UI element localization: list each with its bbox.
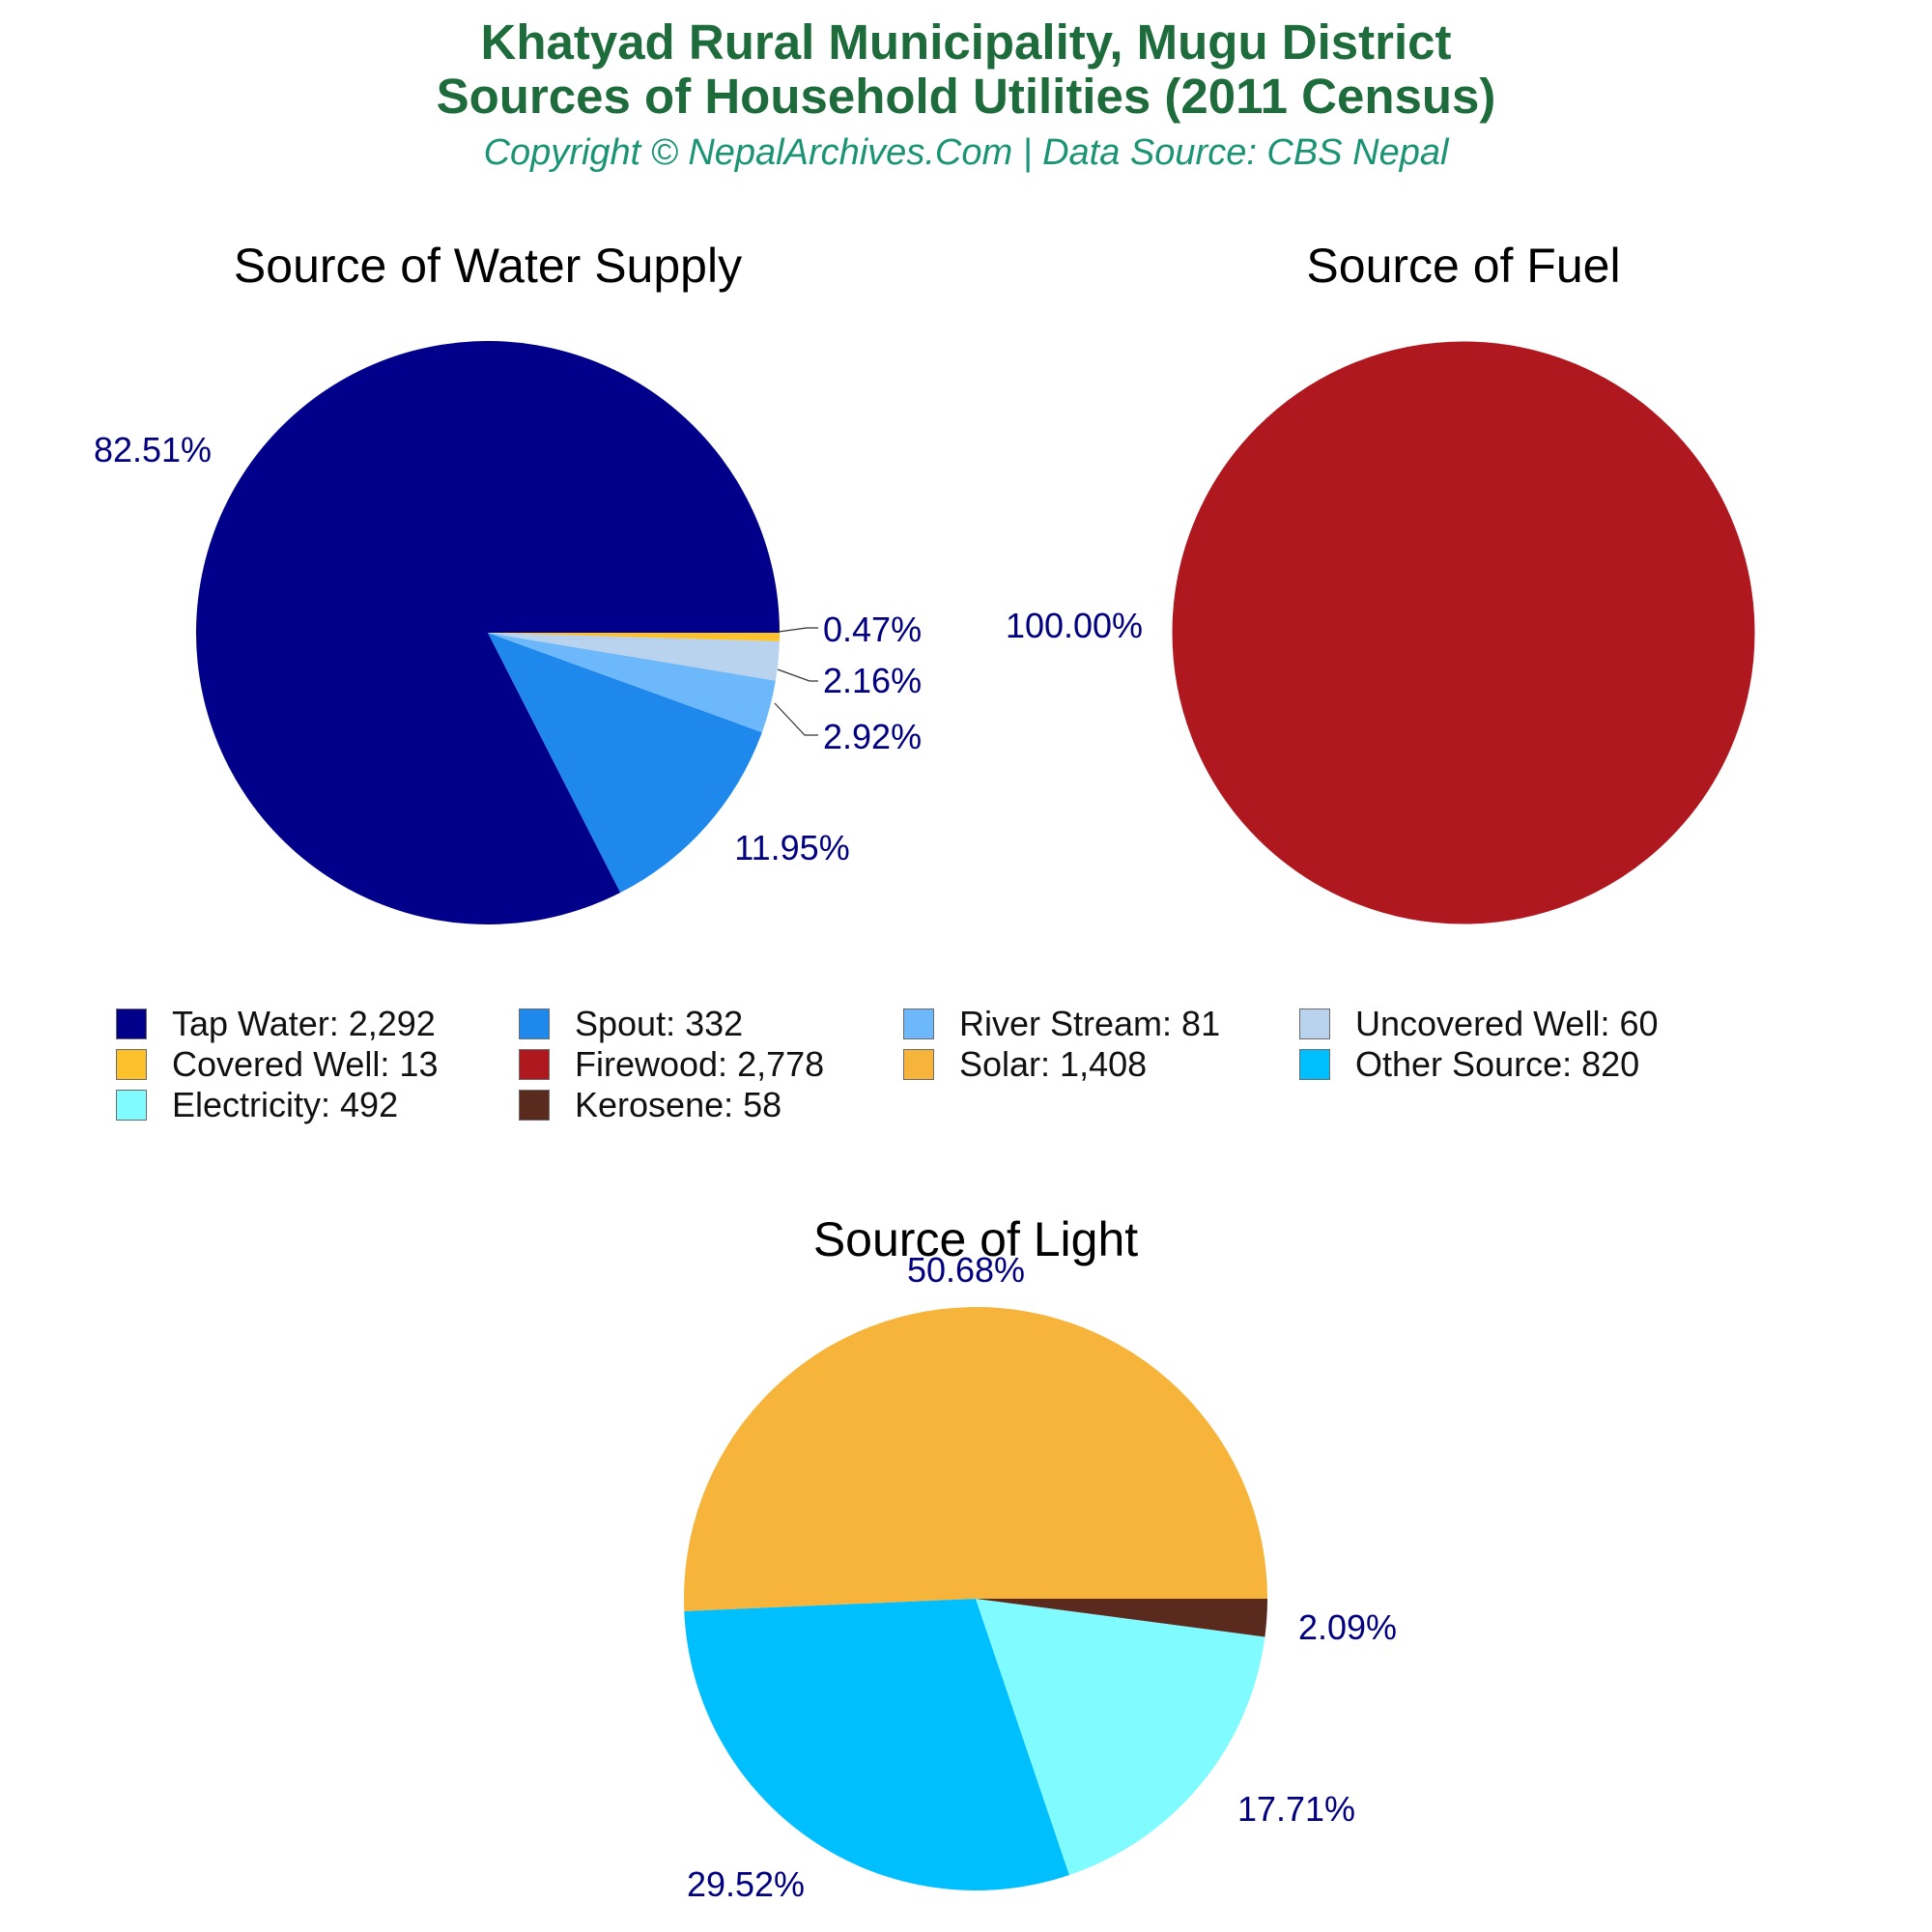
legend-swatch xyxy=(519,1009,550,1039)
pct-label-other-source: 29.52% xyxy=(687,1864,805,1904)
legend-item: Solar: 1,408 xyxy=(903,1044,1148,1084)
legend-label: Kerosene: 58 xyxy=(575,1085,782,1124)
slice-tap-water xyxy=(196,340,781,924)
legend-item: Tap Water: 2,292 xyxy=(116,1004,436,1043)
copyright-subtitle: Copyright © NepalArchives.Com | Data Sou… xyxy=(483,132,1449,173)
source-of-fuel-pie: Source of Fuel 100.00% xyxy=(1006,239,1756,925)
pct-label-covered-well: 0.47% xyxy=(823,610,922,649)
source-of-light-title: Source of Light xyxy=(813,1212,1138,1266)
legend-swatch xyxy=(116,1090,147,1121)
pct-label-tap-water: 82.51% xyxy=(94,430,212,469)
legend-label: Spout: 332 xyxy=(575,1004,744,1043)
legend-label: Uncovered Well: 60 xyxy=(1355,1004,1659,1043)
slice-other-source xyxy=(684,1599,1069,1890)
slice-spout xyxy=(488,633,762,894)
legend-item: Kerosene: 58 xyxy=(519,1085,782,1124)
legend-item: Spout: 332 xyxy=(519,1004,744,1043)
source-of-water-supply-pie: Source of Water Supply 82.51% 11.95% 2.92% 2… xyxy=(94,239,922,924)
slice-kerosene xyxy=(976,1599,1267,1637)
leader-line-covered-well xyxy=(778,627,818,633)
legend-label: Firewood: 2,778 xyxy=(575,1044,825,1084)
legend-label: River Stream: 81 xyxy=(959,1004,1221,1043)
pct-label-spout: 11.95% xyxy=(734,828,849,867)
leader-line-river-stream xyxy=(774,702,818,736)
main-title-line2: Sources of Household Utilities (2011 Cen… xyxy=(436,69,1496,124)
legend-label: Solar: 1,408 xyxy=(959,1044,1148,1084)
pct-label-river-stream: 2.92% xyxy=(823,717,922,756)
slice-river-stream xyxy=(488,633,776,733)
main-title-line1: Khatyad Rural Municipality, Mugu Distric… xyxy=(480,14,1452,70)
slice-solar xyxy=(684,1307,1267,1611)
legend-item: Covered Well: 13 xyxy=(116,1044,439,1084)
pct-label-firewood: 100.00% xyxy=(1006,606,1143,645)
pct-label-uncovered-well: 2.16% xyxy=(823,661,922,700)
pct-label-solar: 50.68% xyxy=(907,1250,1025,1290)
slice-covered-well xyxy=(488,633,780,641)
slice-electricity xyxy=(976,1599,1265,1876)
legend-item: Other Source: 820 xyxy=(1299,1044,1640,1084)
legend-swatch xyxy=(116,1049,147,1080)
legend-item: Firewood: 2,778 xyxy=(519,1044,825,1084)
legend-item: River Stream: 81 xyxy=(903,1004,1221,1043)
legend-label: Electricity: 492 xyxy=(172,1085,399,1124)
legend-swatch xyxy=(903,1009,934,1039)
legend-swatch xyxy=(1299,1049,1330,1080)
legend-swatch xyxy=(116,1009,147,1039)
source-of-water-supply-title: Source of Water Supply xyxy=(234,239,742,293)
legend-label: Covered Well: 13 xyxy=(172,1044,439,1084)
legend-label: Other Source: 820 xyxy=(1355,1044,1640,1084)
legend-item: Uncovered Well: 60 xyxy=(1299,1004,1659,1043)
legend-swatch xyxy=(519,1090,550,1121)
leader-line-uncovered-well xyxy=(777,668,818,682)
pct-label-kerosene: 2.09% xyxy=(1298,1607,1397,1647)
legend-swatch xyxy=(519,1049,550,1080)
legend-item: Electricity: 492 xyxy=(116,1085,399,1124)
source-of-fuel-title: Source of Fuel xyxy=(1306,239,1620,293)
slice-uncovered-well xyxy=(488,633,780,681)
slice-firewood xyxy=(1171,340,1756,925)
legend-label: Tap Water: 2,292 xyxy=(172,1004,436,1043)
legend-swatch xyxy=(903,1049,934,1080)
pct-label-electricity: 17.71% xyxy=(1237,1789,1355,1829)
legend-swatch xyxy=(1299,1009,1330,1039)
